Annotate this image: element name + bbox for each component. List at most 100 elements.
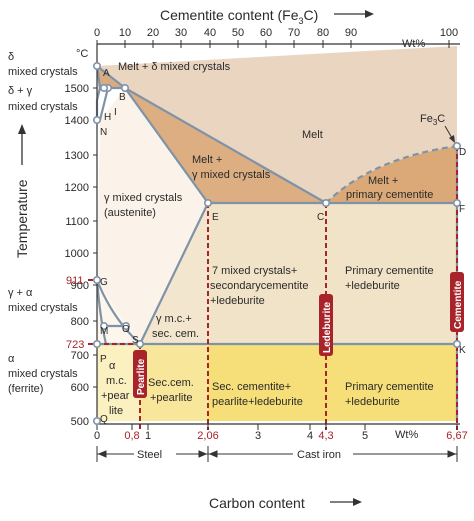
point-k-marker	[452, 339, 461, 348]
band-pearlite-ledeburite	[208, 344, 457, 421]
point-e-label: E	[212, 212, 219, 223]
point-g-marker	[93, 275, 102, 284]
left-axis-unit: °C	[76, 48, 88, 60]
range-steel: Steel	[137, 449, 162, 461]
left-tick-label: 800	[71, 316, 89, 328]
point-f-marker	[452, 199, 461, 208]
point-n-label: N	[100, 127, 107, 138]
label-melt-primary-2: primary cementite	[346, 189, 433, 201]
fe3c-arrow	[444, 125, 455, 143]
boundary-gs	[95, 279, 141, 345]
point-n-marker	[93, 116, 102, 125]
label-gamma-sec-1: 7 mixed crystals+	[212, 265, 297, 277]
label-alpha-pearl-3: +pear	[101, 390, 130, 402]
label-delta-mc: mixed crystals	[8, 66, 78, 78]
bottom-axis-ticks: 0 0,8 1 2,06 3 4 4,3 5 6,67	[94, 424, 468, 442]
top-tick-label: 60	[260, 27, 272, 39]
label-alpha-pearl-4: lite	[109, 405, 123, 417]
bottom-tick-label: 0	[94, 430, 100, 442]
point-d-label: D	[459, 147, 466, 158]
tag-cementite-box	[450, 272, 464, 332]
tag-ledeburite: Ledeburite	[322, 301, 333, 353]
left-tick-label: 700	[71, 350, 89, 362]
top-tick-label: 100	[440, 27, 458, 39]
point-b-marker	[121, 84, 130, 93]
left-tick-label: 1500	[65, 83, 89, 95]
label-melt-delta: Melt + δ mixed crystals	[118, 61, 231, 73]
label-primary-led-2: +ledeburite	[345, 280, 400, 292]
label-gamma-sec-2: secondarycementite	[210, 280, 308, 292]
steel-label-bg	[134, 446, 176, 460]
left-tick-label: 1300	[65, 150, 89, 162]
bottom-tick-label: 5	[362, 430, 368, 442]
top-tick-label: 70	[288, 27, 300, 39]
label-primary-led-1: Primary cementite	[345, 265, 434, 277]
label-melt-gamma-1: Melt +	[192, 154, 222, 166]
top-tick-label: 80	[317, 27, 329, 39]
label-sec-pearl-led-1: Sec. cementite+	[212, 381, 291, 393]
top-tick-label: 40	[204, 27, 216, 39]
left-tick-label: 1000	[65, 248, 89, 260]
region-austenite	[97, 88, 208, 344]
point-s-marker	[136, 339, 145, 348]
left-tick-label: 1100	[65, 216, 89, 228]
point-o-label: O	[122, 324, 130, 335]
top-tick-label: 0	[94, 27, 100, 39]
left-axis-title-group: Temperature	[14, 124, 30, 258]
point-a-label: A	[103, 68, 110, 79]
label-alpha: α	[8, 353, 15, 365]
bottom-tick-label: 0,8	[124, 430, 139, 442]
label-alpha-mc: mixed crystals	[8, 368, 78, 380]
point-s-label: S	[132, 335, 139, 346]
point-f-label: F	[459, 204, 465, 215]
label-primary-led2-2: +ledeburite	[345, 396, 400, 408]
left-tick-label: 600	[71, 382, 89, 394]
bottom-tick-label: 3	[255, 430, 261, 442]
left-phase-labels: δ mixed crystals δ + γ mixed crystals γ …	[8, 51, 78, 395]
point-e-marker	[204, 199, 213, 208]
region-melt-primary-cementite	[326, 146, 457, 203]
point-h-label: H	[104, 112, 111, 123]
label-gamma-mc-1: γ m.c.+	[156, 313, 192, 325]
top-tick-label: 10	[119, 27, 131, 39]
label-delta-gamma: δ + γ	[8, 85, 33, 97]
tag-ledeburite-box	[319, 294, 333, 356]
label-alpha-pearl-2: m.c.	[106, 375, 127, 387]
bottom-tick-label: 4,3	[318, 430, 333, 442]
top-tick-label: 90	[345, 27, 357, 39]
tag-pearlite: Pearlite	[136, 358, 147, 395]
boundary-hn	[98, 87, 110, 121]
label-gamma-alpha: γ + α	[8, 287, 33, 299]
point-i-label: I	[114, 107, 117, 118]
label-primary-led2-1: Primary cementite	[345, 381, 434, 393]
temp-911: 911	[66, 275, 84, 287]
label-alpha-pearl-1: α	[109, 360, 116, 372]
cast-iron-label-bg	[293, 446, 353, 460]
label-gamma-mc-2: sec. cem.	[152, 328, 199, 340]
point-o-marker	[122, 321, 131, 330]
point-p-marker	[93, 339, 102, 348]
label-melt-primary-1: Melt +	[368, 175, 398, 187]
region-labels: Melt + δ mixed crystals Melt Melt + γ mi…	[101, 61, 434, 417]
vertical-tags: Pearlite Ledeburite Cementite	[133, 272, 464, 398]
point-k-label: K	[459, 345, 466, 356]
label-alpha-ferrite: (ferrite)	[8, 383, 43, 395]
top-axis-title: Cementite content (Fe3C)	[160, 7, 318, 26]
bottom-axis-unit: Wt%	[395, 429, 418, 441]
bottom-tick-label: 6,67	[446, 430, 467, 442]
bottom-axis-arrow	[330, 498, 362, 506]
bottom-tick-label: 1	[145, 430, 151, 442]
label-sec-pearl-1: Sec.cem.	[148, 377, 194, 389]
point-q-label: Q	[100, 414, 108, 425]
label-sec-pearl-2: +pearlite	[150, 392, 193, 404]
temp-723: 723	[66, 339, 84, 351]
bottom-axis-title: Carbon content	[209, 495, 305, 511]
left-tick-label: 1200	[65, 182, 89, 194]
tag-cementite: Cementite	[453, 280, 464, 329]
label-gamma-2: (austenite)	[104, 207, 156, 219]
top-tick-label: 50	[232, 27, 244, 39]
boundary-solidus	[124, 87, 209, 204]
label-sec-pearl-led-2: pearlite+ledeburite	[212, 396, 303, 408]
